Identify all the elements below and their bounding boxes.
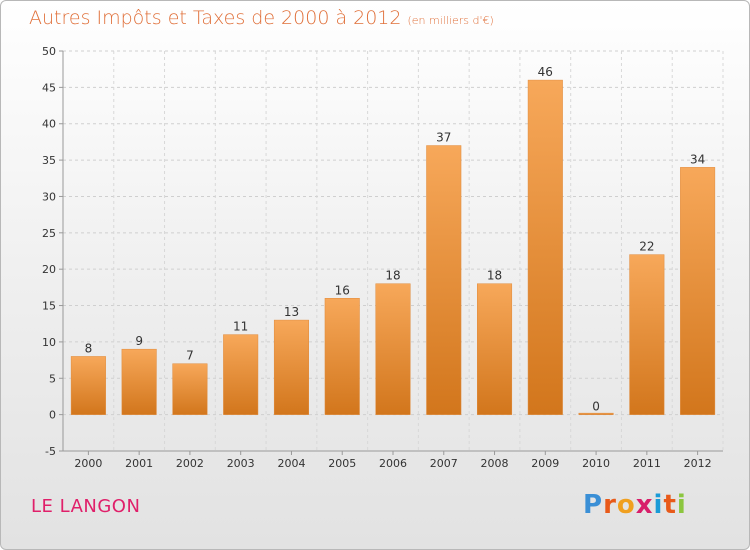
- y-tick-label: -5: [45, 445, 56, 458]
- y-tick-label: 20: [42, 263, 56, 276]
- bar-2010: [578, 412, 614, 415]
- data-labels: 8 9 7 11 13 16 18 37 18 46 0 22 34: [85, 65, 706, 414]
- commune-name: LE LANGON: [31, 496, 141, 517]
- data-label-2009: 46: [538, 65, 553, 79]
- y-tick-label: 5: [49, 372, 56, 385]
- y-tick-label: 15: [42, 300, 56, 313]
- logo-letter: i: [653, 490, 664, 520]
- bar-2005: [324, 298, 360, 415]
- logo-letter: o: [616, 490, 636, 520]
- x-tick-label-2004: 2004: [277, 457, 305, 470]
- bar-2002: [172, 363, 208, 415]
- data-label-2000: 8: [85, 341, 93, 355]
- y-tick-label: 30: [42, 190, 56, 203]
- data-label-2010: 0: [592, 400, 600, 414]
- x-tick-label-2009: 2009: [531, 457, 559, 470]
- y-tick-label: 40: [42, 118, 56, 131]
- bar-2007: [426, 145, 462, 415]
- y-tick-label: 0: [49, 409, 56, 422]
- chart-title: Autres Impôts et Taxes de 2000 à 2012 (en…: [29, 7, 494, 29]
- bar-2009: [527, 79, 563, 415]
- y-tick-label: 45: [42, 81, 56, 94]
- data-label-2008: 18: [487, 269, 502, 283]
- logo-letter: i: [676, 490, 687, 520]
- data-label-2002: 7: [186, 349, 194, 363]
- y-tick-label: 35: [42, 154, 56, 167]
- bar-2000: [70, 356, 106, 415]
- x-tick-label-2005: 2005: [328, 457, 356, 470]
- bar-2008: [477, 283, 513, 415]
- bar-2001: [121, 348, 157, 415]
- x-tick-label-2003: 2003: [227, 457, 255, 470]
- logo-letter: t: [663, 490, 677, 520]
- bar-2004: [273, 319, 309, 415]
- data-label-2012: 34: [690, 152, 705, 166]
- data-label-2011: 22: [639, 240, 654, 254]
- bars: [70, 79, 716, 415]
- x-tick-label-2008: 2008: [481, 457, 509, 470]
- logo-letter: r: [603, 490, 617, 520]
- x-tick-label-2012: 2012: [684, 457, 712, 470]
- data-label-2003: 11: [233, 320, 248, 334]
- bar-2003: [223, 334, 259, 415]
- x-tick-label-2006: 2006: [379, 457, 407, 470]
- data-label-2006: 18: [385, 269, 400, 283]
- x-tick-label-2010: 2010: [582, 457, 610, 470]
- bar-2006: [375, 283, 411, 415]
- bar-2011: [629, 254, 665, 415]
- logo-letter: P: [583, 490, 604, 520]
- y-tick-label: 50: [42, 45, 56, 58]
- axes: -5 0 5 10 15 20 25 30 35 40 45 50 2000 2001 2002 2003 20…: [42, 45, 723, 470]
- data-label-2004: 13: [284, 305, 299, 319]
- x-tick-label-2000: 2000: [74, 457, 102, 470]
- data-label-2005: 16: [335, 283, 350, 297]
- data-label-2001: 9: [135, 334, 143, 348]
- proxiti-logo: Proxiti: [583, 490, 687, 520]
- logo-letter: x: [635, 490, 654, 520]
- y-tick-label: 10: [42, 336, 56, 349]
- chart-subtitle: (en milliers d'€): [407, 14, 494, 27]
- x-tick-label-2011: 2011: [633, 457, 661, 470]
- y-tick-label: 25: [42, 227, 56, 240]
- x-tick-label-2007: 2007: [430, 457, 458, 470]
- x-tick-label-2001: 2001: [125, 457, 153, 470]
- data-label-2007: 37: [436, 131, 451, 145]
- x-tick-label-2002: 2002: [176, 457, 204, 470]
- bar-2012: [680, 167, 716, 415]
- chart-title-text: Autres Impôts et Taxes de 2000 à 2012: [29, 7, 402, 29]
